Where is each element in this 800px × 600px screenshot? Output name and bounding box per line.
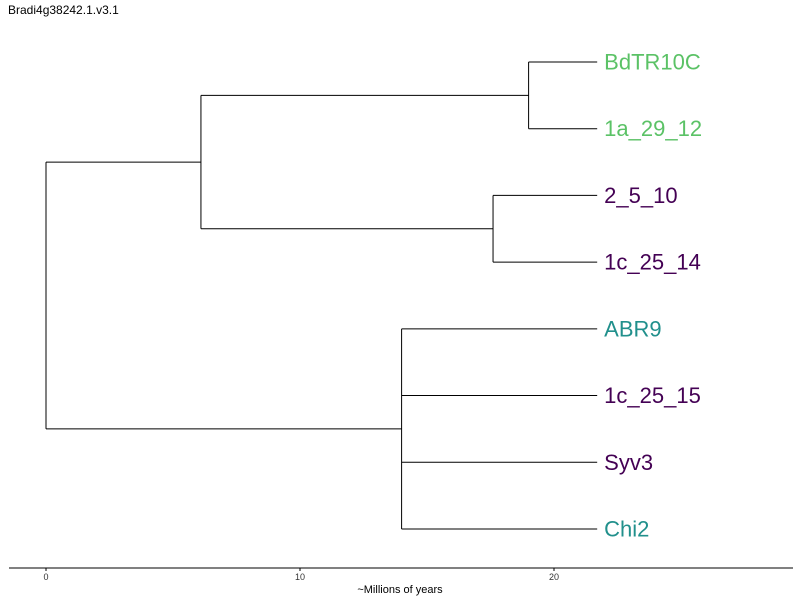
tip-label: 1a_29_12 [604,116,702,141]
axis-tick-label: 10 [295,572,305,582]
tip-label: BdTR10C [604,50,701,75]
axis-tick-label: 20 [549,572,559,582]
tip-label: 1c_25_15 [604,383,701,408]
tip-label: 2_5_10 [604,183,677,208]
tree-branches [45,61,598,530]
tip-labels: BdTR10C 1a_29_12 2_5_10 1c_25_14 ABR9 1c_25_1… [604,50,702,542]
axis-ticks: 0 10 20 [43,568,559,582]
time-axis: 0 10 20 ~Millions of years [9,567,793,596]
axis-tick-label: 0 [43,572,48,582]
tip-label: Syv3 [604,450,653,475]
tip-label: 1c_25_14 [604,250,701,275]
tip-label: Chi2 [604,516,649,541]
axis-title: ~Millions of years [357,584,443,596]
page-title: Bradi4g38242.1.v3.1 [8,3,119,17]
tip-label: ABR9 [604,316,661,341]
